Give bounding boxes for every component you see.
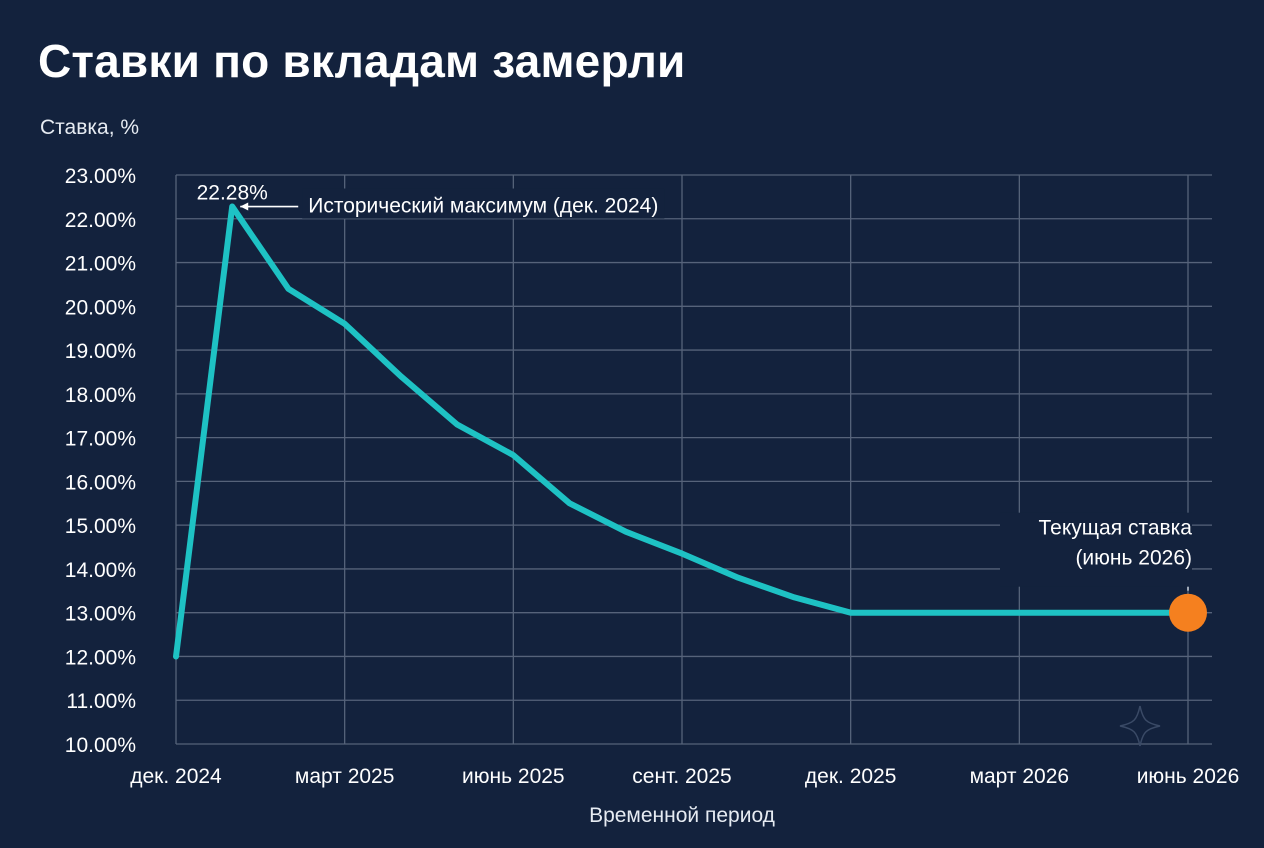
y-tick-label: 14.00%	[65, 559, 136, 582]
annotations: 22.28% Исторический максимум (дек. 2024) Т…	[197, 182, 1207, 632]
sparkle-icon	[1119, 705, 1161, 747]
y-tick-label: 21.00%	[65, 253, 136, 276]
y-tick-label: 19.00%	[65, 340, 136, 363]
y-tick-label: 12.00%	[65, 646, 136, 669]
y-axis-label: Ставка, %	[40, 116, 140, 139]
y-tick-label: 11.00%	[66, 690, 136, 713]
series-line	[173, 203, 1191, 660]
peak-note: Исторический максимум (дек. 2024)	[308, 195, 658, 218]
x-axis-ticks: дек. 2024 март 2025 июнь 2025 сент. 2025 дек…	[130, 765, 1239, 788]
current-rate-date: (июнь 2026)	[1075, 547, 1192, 570]
x-tick-label: сент. 2025	[632, 765, 731, 788]
grid	[175, 174, 1212, 745]
current-note-background	[1000, 512, 1192, 587]
current-rate-marker	[1169, 593, 1207, 632]
y-tick-label: 18.00%	[65, 384, 136, 407]
series-layer	[173, 203, 1191, 660]
x-tick-label: март 2025	[295, 765, 395, 788]
y-tick-label: 15.00%	[65, 515, 136, 538]
y-axis-ticks: 10.00% 11.00% 12.00% 13.00% 14.00% 15.00% 16.0…	[65, 165, 136, 757]
x-tick-label: дек. 2025	[805, 765, 897, 788]
y-tick-label: 16.00%	[65, 471, 136, 494]
peak-value-label: 22.28%	[197, 182, 268, 205]
peak-arrowhead-icon	[240, 202, 249, 211]
x-axis-label: Временной период	[589, 804, 775, 827]
y-tick-label: 10.00%	[65, 734, 136, 757]
y-tick-label: 22.00%	[65, 209, 136, 232]
x-tick-label: июнь 2026	[1137, 765, 1240, 788]
peak-note-background	[302, 188, 665, 219]
y-tick-label: 23.00%	[65, 165, 136, 188]
x-tick-label: март 2026	[970, 765, 1070, 788]
chart-title: Ставки по вкладам замерли	[38, 35, 686, 87]
y-tick-label: 17.00%	[65, 428, 136, 451]
y-tick-label: 20.00%	[65, 296, 136, 319]
current-rate-label: Текущая ставка	[1039, 517, 1193, 540]
x-tick-label: дек. 2024	[130, 765, 222, 788]
x-tick-label: июнь 2025	[462, 765, 565, 788]
y-tick-label: 13.00%	[65, 603, 136, 626]
